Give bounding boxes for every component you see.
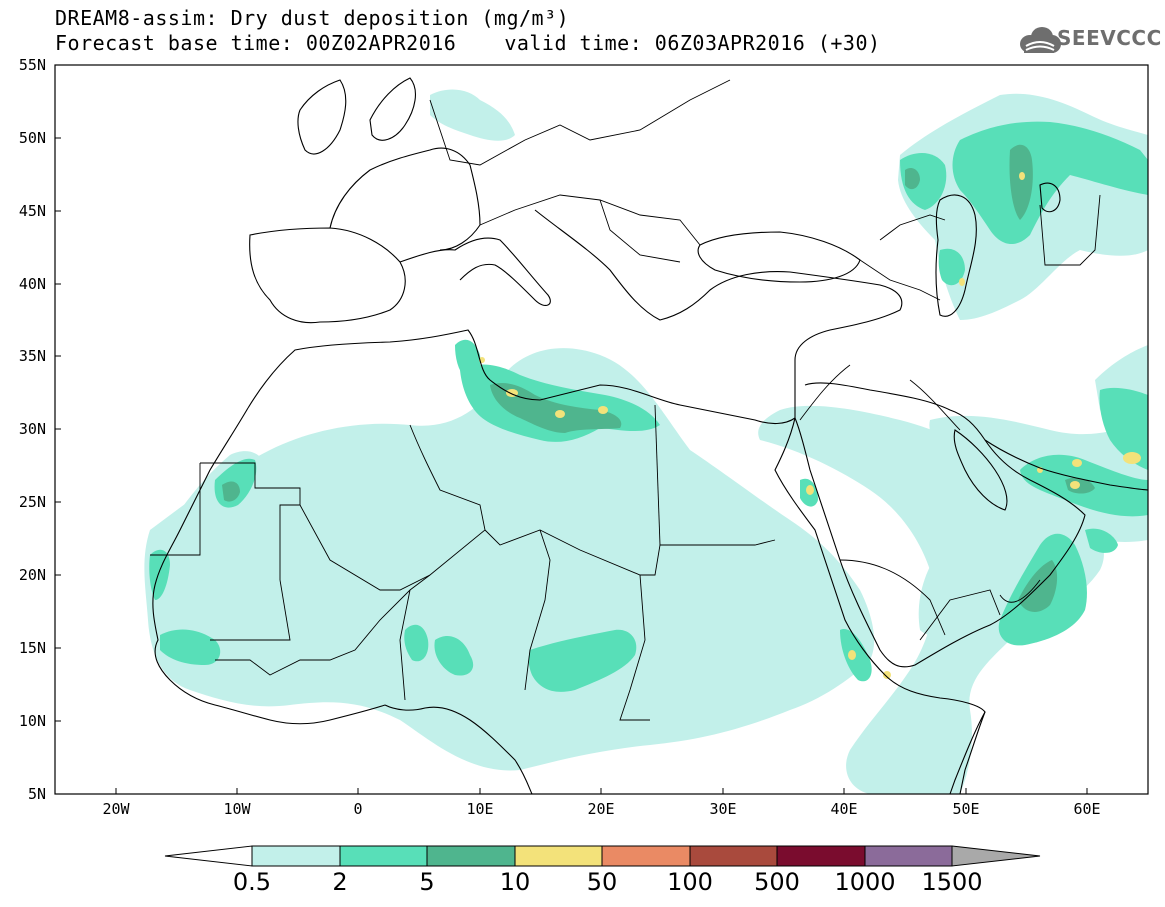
borders	[150, 79, 1101, 721]
colorbar-swatch-7	[864, 845, 953, 867]
lon-label: 60E	[1073, 800, 1101, 818]
valid-time: valid time: 06Z03APR2016 (+30)	[504, 31, 881, 55]
colorbar-over-arrow	[951, 845, 1041, 867]
colorbar-swatch-3	[514, 845, 603, 867]
colorbar	[164, 845, 1041, 867]
colorbar-label: 2	[332, 868, 348, 896]
colorbar-label: 10	[499, 868, 531, 896]
lat-label: 30N	[18, 420, 46, 438]
colorbar-swatch-0	[251, 845, 341, 867]
lon-label: 50E	[952, 800, 980, 818]
axis-ticks	[55, 64, 1088, 795]
lat-label: 55N	[18, 56, 46, 74]
colorbar-swatch-6	[776, 845, 866, 867]
colorbar-label: 1000	[834, 868, 896, 896]
colorbar-label: 5	[419, 868, 435, 896]
lat-label: 25N	[18, 493, 46, 511]
base-time: Forecast base time: 00Z02APR2016	[55, 31, 457, 55]
lat-label: 45N	[18, 202, 46, 220]
lat-label: 35N	[18, 347, 46, 365]
lat-label: 20N	[18, 566, 46, 584]
colorbar-swatch-5	[689, 845, 778, 867]
colorbar-under-arrow	[164, 845, 253, 867]
colorbar-label: 0.5	[232, 868, 272, 896]
lon-label: 20W	[102, 800, 130, 818]
lon-label: 10E	[466, 800, 494, 818]
lat-label: 40N	[18, 275, 46, 293]
lat-label: 15N	[18, 639, 46, 657]
cloud-icon	[1020, 27, 1061, 53]
lon-label: 20E	[587, 800, 615, 818]
lon-label: 40E	[830, 800, 858, 818]
lon-label: 0	[353, 800, 363, 818]
map-title: DREAM8-assim: Dry dust deposition (mg/m³…	[55, 6, 570, 30]
colorbar-swatch-4	[601, 845, 691, 867]
forecast-times: Forecast base time: 00Z02APR2016 valid ti…	[55, 31, 881, 55]
lat-label: 5N	[27, 785, 46, 803]
lat-label: 10N	[18, 712, 46, 730]
lat-label: 50N	[18, 129, 46, 147]
logo-text: SEEVCCC	[1057, 26, 1162, 50]
colorbar-label: 500	[754, 868, 800, 896]
colorbar-swatch-1	[339, 845, 428, 867]
colorbar-label: 50	[586, 868, 618, 896]
colorbar-label: 100	[667, 868, 713, 896]
colorbar-label: 1500	[921, 868, 983, 896]
lon-label: 10W	[223, 800, 251, 818]
dust-fields	[144, 77, 1148, 794]
colorbar-swatch-2	[426, 845, 516, 867]
lon-label: 30E	[709, 800, 737, 818]
